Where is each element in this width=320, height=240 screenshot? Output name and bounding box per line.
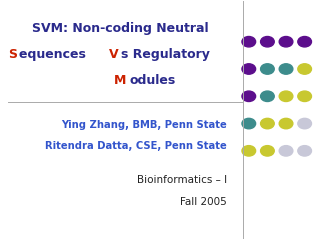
Circle shape [242,36,256,47]
Circle shape [298,118,311,129]
Text: SVM: Non-coding Neutral: SVM: Non-coding Neutral [32,22,208,35]
Circle shape [242,146,256,156]
Circle shape [279,64,293,74]
Circle shape [298,146,311,156]
Circle shape [298,64,311,74]
Circle shape [279,118,293,129]
Text: s Regulatory: s Regulatory [121,48,210,61]
Circle shape [242,118,256,129]
Text: odules: odules [130,74,176,87]
Text: Ying Zhang, BMB, Penn State: Ying Zhang, BMB, Penn State [61,120,227,130]
Circle shape [260,146,274,156]
Text: Bioinformatics – I: Bioinformatics – I [137,175,227,186]
Circle shape [298,91,311,102]
Circle shape [260,64,274,74]
Circle shape [279,146,293,156]
Text: Fall 2005: Fall 2005 [180,197,227,207]
Circle shape [242,91,256,102]
Text: Ritendra Datta, CSE, Penn State: Ritendra Datta, CSE, Penn State [45,141,227,151]
Text: equences: equences [20,48,91,61]
Text: S: S [8,48,17,61]
Circle shape [298,36,311,47]
Text: V: V [108,48,118,61]
Circle shape [260,118,274,129]
Circle shape [279,36,293,47]
Circle shape [242,64,256,74]
Circle shape [260,36,274,47]
Text: M: M [114,74,127,87]
Circle shape [260,91,274,102]
Circle shape [279,91,293,102]
